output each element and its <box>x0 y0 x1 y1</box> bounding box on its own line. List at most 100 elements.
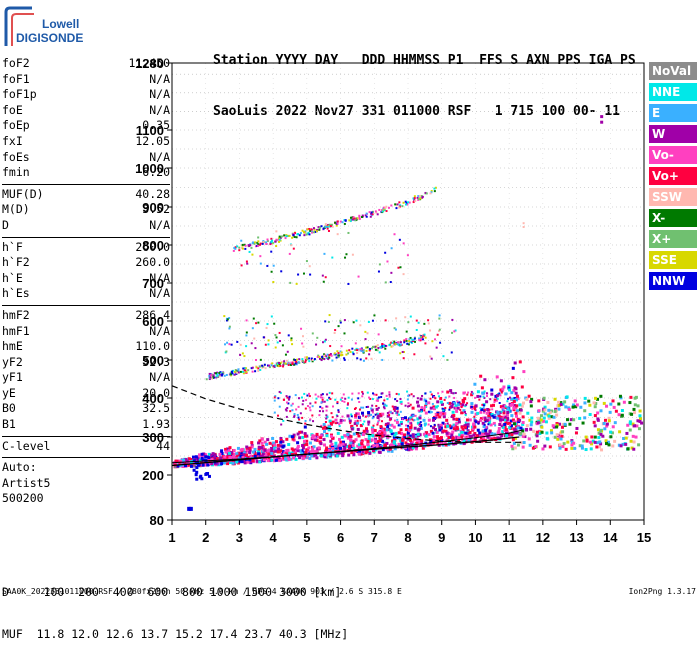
echo-point <box>399 428 403 432</box>
echo-point <box>378 419 381 422</box>
echo-point <box>442 415 446 419</box>
echo-point <box>477 422 480 425</box>
param-value: 20.0 <box>142 385 170 400</box>
echo-point <box>522 432 526 436</box>
echo-point <box>361 433 365 437</box>
echo-point <box>466 436 470 440</box>
echo-point <box>438 415 442 419</box>
echo-point <box>340 345 343 348</box>
echo-point <box>433 416 437 420</box>
echo-point <box>252 241 255 244</box>
echo-point <box>353 217 356 220</box>
echo-point <box>521 429 525 433</box>
echo-point <box>336 446 340 450</box>
echo-point <box>359 324 362 327</box>
echo-point <box>378 435 382 439</box>
echo-point <box>290 244 293 247</box>
echo-point <box>385 210 388 213</box>
echo-point <box>293 413 296 416</box>
echo-point <box>341 454 345 458</box>
param-label: D <box>2 217 9 232</box>
echo-point <box>333 352 336 355</box>
echo-point <box>438 328 441 331</box>
echo-point <box>262 458 266 462</box>
param-row: Artist5 <box>2 476 170 492</box>
echo-point <box>380 434 384 438</box>
echo-point <box>367 437 371 441</box>
echo-point <box>287 442 291 446</box>
echo-point <box>242 367 245 370</box>
echo-point <box>325 446 329 450</box>
echo-point <box>293 414 296 417</box>
echo-point <box>425 431 429 435</box>
echo-point <box>391 405 394 408</box>
echo-point <box>583 409 587 413</box>
echo-point <box>482 395 485 398</box>
echo-point <box>232 249 235 252</box>
echo-point <box>358 216 361 219</box>
echo-point <box>411 435 415 439</box>
echo-point <box>370 408 374 412</box>
echo-point <box>408 429 412 433</box>
echo-point <box>440 414 443 417</box>
echo-point <box>482 404 485 407</box>
echo-point <box>534 445 538 449</box>
param-label: hmF2 <box>2 307 30 322</box>
echo-point <box>613 421 617 425</box>
echo-point <box>411 418 414 421</box>
echo-point <box>296 449 300 453</box>
echo-point <box>484 431 488 435</box>
echo-point <box>241 456 245 460</box>
echo-point <box>352 432 356 436</box>
echo-point <box>405 339 408 342</box>
echo-point <box>638 419 642 423</box>
echo-point <box>489 423 493 427</box>
echo-point <box>369 347 372 350</box>
echo-point <box>398 423 402 427</box>
echo-point <box>241 243 244 246</box>
echo-point <box>398 238 401 241</box>
echo-point <box>393 233 396 236</box>
echo-point <box>513 431 517 435</box>
echo-point <box>236 454 240 458</box>
echo-point <box>413 437 417 441</box>
echo-point <box>296 432 300 436</box>
echo-point <box>386 422 390 426</box>
echo-point <box>499 394 502 397</box>
echo-point <box>270 270 273 273</box>
echo-point <box>367 405 370 408</box>
echo-point <box>515 398 519 402</box>
echo-point <box>311 358 314 361</box>
echo-point <box>334 441 338 445</box>
echo-point <box>343 357 346 360</box>
echo-point <box>240 239 243 242</box>
echo-point <box>491 414 494 417</box>
echo-point <box>328 223 331 226</box>
echo-point <box>386 412 389 415</box>
echo-point <box>433 423 436 426</box>
echo-point <box>560 434 564 438</box>
echo-point <box>363 420 366 423</box>
echo-point <box>178 464 182 468</box>
echo-point <box>513 361 517 365</box>
echo-point <box>550 431 554 435</box>
echo-point <box>481 431 485 435</box>
echo-point <box>485 419 489 423</box>
echo-point <box>329 421 332 424</box>
echo-point <box>334 353 337 356</box>
echo-point <box>605 442 609 446</box>
echo-point <box>329 425 332 428</box>
logo-line1: Lowell <box>42 17 79 31</box>
echo-point <box>245 445 249 449</box>
echo-point <box>395 207 398 210</box>
echo-point <box>250 342 253 345</box>
echo-point <box>401 350 404 353</box>
echo-point <box>372 424 375 427</box>
echo-point <box>220 451 224 455</box>
echo-point <box>474 404 478 408</box>
echo-point <box>398 206 401 209</box>
echo-point <box>293 358 296 361</box>
echo-point <box>413 337 416 340</box>
echo-point <box>633 403 637 407</box>
echo-point <box>608 410 612 414</box>
